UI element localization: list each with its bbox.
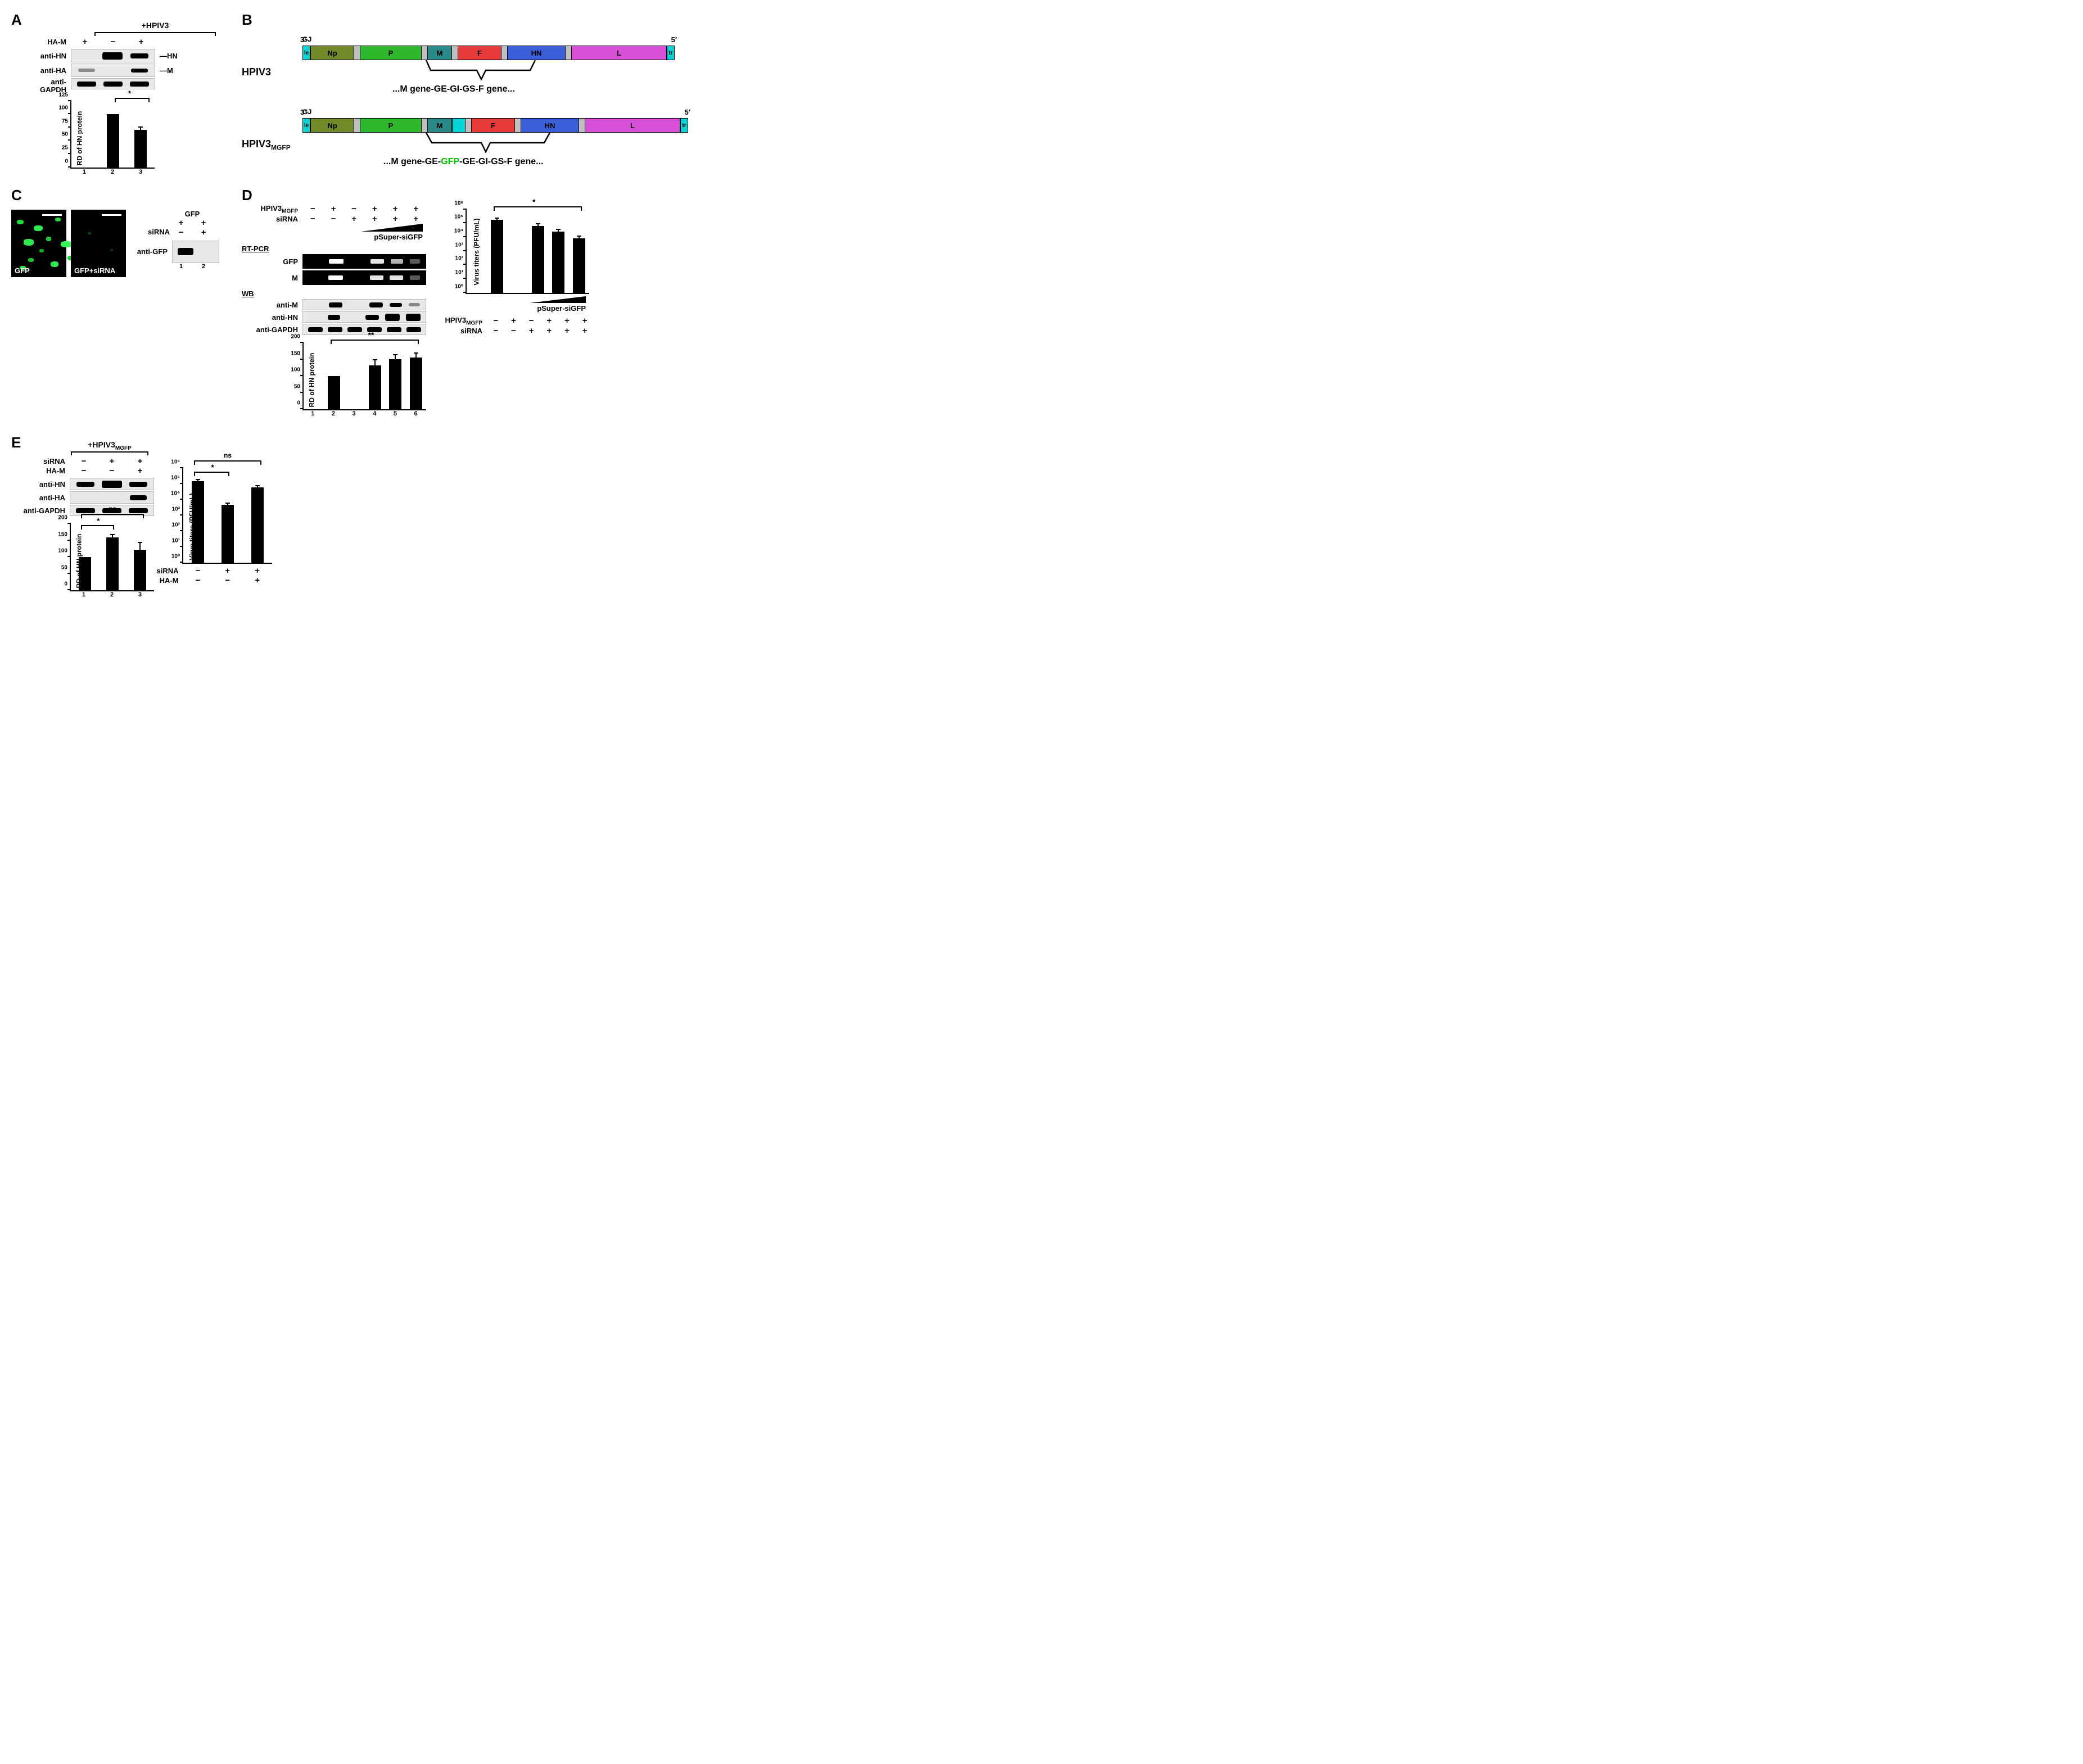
- panel-a: A +HPIV3 HA-M + − +: [11, 11, 219, 175]
- blot-ha-e: [70, 491, 154, 504]
- caption1: ...M gene-GE-GI-GS-F gene...: [392, 84, 765, 94]
- gene-np: Np: [310, 46, 354, 60]
- wb-label: WB: [242, 290, 426, 298]
- gene-f: F: [458, 46, 501, 60]
- panel-a-label: A: [11, 11, 219, 29]
- m-row-label: M: [242, 274, 298, 282]
- ha-m-state: +: [83, 37, 88, 47]
- gene-l: L: [571, 46, 667, 60]
- panel-c: C GFP GFP+siRN: [11, 187, 219, 418]
- hpiv3-mgfp-name: HPIV3MGFP: [242, 138, 292, 152]
- ab-ha-label: anti-HA: [17, 66, 66, 75]
- blot-gapdh-d: [302, 324, 426, 335]
- gene-hn: HN: [507, 46, 566, 60]
- panel-d-label: D: [242, 187, 688, 204]
- sirna-header: siRNA: [242, 215, 298, 223]
- bracket-svg2: [302, 133, 674, 159]
- xlabel: 1: [83, 169, 86, 175]
- blot-hn: [71, 49, 155, 62]
- fluo-gfp-label: GFP: [15, 266, 30, 275]
- gene-le: le: [302, 46, 310, 60]
- ha-m-state: −: [111, 37, 116, 47]
- panel-e: E +HPIV3MGFP siRNA −: [11, 434, 688, 598]
- panel-b-label: B: [242, 11, 688, 29]
- gene-row-hpiv3: le Np GJ P GJ M GJ F GJ HN GJ L tr: [302, 46, 675, 60]
- gene-m: M: [427, 46, 452, 60]
- scalebar-icon: [102, 214, 121, 216]
- panel-d-chart-left: RD of HN protein 0 50 100 150 200: [302, 343, 426, 417]
- panel-c-label: C: [11, 187, 219, 204]
- ab-hn-label: anti-HN: [17, 52, 66, 60]
- gel-m: [302, 270, 426, 285]
- panel-d: D HPIV3MGFP − + − + + +: [242, 187, 688, 418]
- panel-e-treatment: +HPIV3MGFP: [88, 440, 132, 451]
- scalebar-icon: [42, 214, 62, 216]
- blot-hn-d: [302, 311, 426, 323]
- blot-ha: [71, 64, 155, 77]
- m-side: M: [167, 66, 173, 75]
- virus-header: HPIV3MGFP: [242, 204, 298, 215]
- xlabel: 2: [111, 169, 114, 175]
- blot-hn-e: [70, 478, 154, 490]
- gene-tr: tr: [667, 46, 675, 60]
- rtpcr-label: RT-PCR: [242, 245, 426, 253]
- hpiv3-name: HPIV3: [242, 66, 292, 78]
- figure-root: A +HPIV3 HA-M + − +: [11, 11, 663, 598]
- ab-gapdh-label-d: anti-GAPDH: [242, 325, 298, 334]
- panel-e-chart-right: Virus titers (PFU/mL) 10⁰ 10¹ 10² 10³ 10…: [182, 468, 272, 585]
- panel-d-chart-right: Virus titers (PFU/mL) 10⁰ 10¹ 10² 10³ 10…: [466, 210, 589, 294]
- wedge-label: pSuper-siGFP: [302, 233, 426, 241]
- gfp-row-label: GFP: [242, 257, 298, 266]
- panel-b: B HPIV3 3′ 5′ le Np GJ P GJ M GJ F: [242, 11, 688, 175]
- ha-m-state: +: [139, 37, 144, 47]
- fluo-gfp: GFP: [11, 210, 66, 277]
- gel-gfp: [302, 254, 426, 269]
- ab-hn-label: anti-HN: [242, 313, 298, 322]
- sig-star: *: [128, 89, 131, 98]
- blot-m: [302, 299, 426, 310]
- bracket-svg: [302, 60, 662, 86]
- end5: 5′: [671, 35, 677, 44]
- gj: GJ: [354, 46, 360, 60]
- gfp-header: GFP: [185, 210, 200, 218]
- panel-a-ha-m-label: HA-M: [17, 38, 66, 46]
- wedge-icon: [361, 224, 423, 233]
- gene-p: P: [360, 46, 422, 60]
- panel-a-chart: RD of HN protein 0 25 50 75 100 125 * 1: [70, 101, 155, 175]
- sirna-header: siRNA: [135, 228, 170, 237]
- panel-e-chart-left: RD of HN protein 0 50 100 150 200 * ns: [70, 524, 154, 598]
- hn-side: HN: [167, 52, 178, 60]
- panel-a-treatment: +HPIV3: [142, 21, 169, 30]
- blot-gapdh: [71, 78, 155, 89]
- gene-row-mgfp: le Np GJ P GJ M GJ F GJ HN GJ L tr: [302, 118, 688, 133]
- fluo-gfp-sirna-label: GFP+siRNA: [74, 266, 115, 275]
- gene-gfp-insert: [452, 118, 466, 133]
- xlabel: 3: [139, 169, 142, 175]
- caption2: ...M gene-GE-GFP-GE-GI-GS-F gene...: [383, 157, 769, 167]
- ab-m-label: anti-M: [242, 301, 298, 309]
- fluo-gfp-sirna: GFP+siRNA: [71, 210, 126, 277]
- ab-gfp-label: anti-GFP: [135, 247, 168, 256]
- wedge-icon: [530, 296, 586, 304]
- blot-gfp: [172, 241, 219, 263]
